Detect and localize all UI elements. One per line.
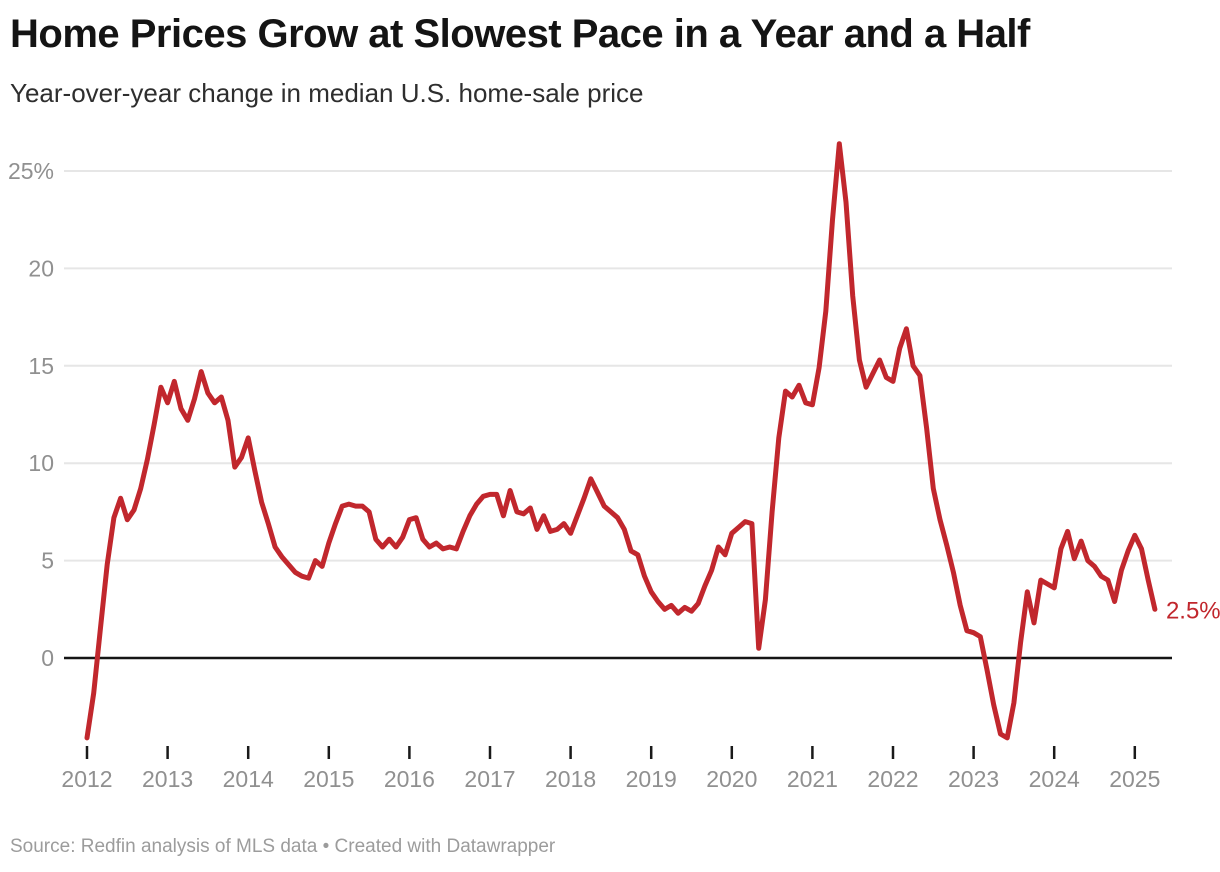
- y-axis-label: 5: [41, 548, 54, 574]
- x-axis-label: 2020: [706, 766, 757, 792]
- x-axis-label: 2018: [545, 766, 596, 792]
- y-axis-label: 25%: [8, 158, 54, 184]
- price-change-line: [84, 141, 1158, 741]
- x-axis-label: 2012: [61, 766, 112, 792]
- y-axis-label: 20: [28, 255, 54, 281]
- source-attribution: Source: Redfin analysis of MLS data • Cr…: [10, 836, 556, 857]
- latest-value-label: 2.5%: [1166, 597, 1220, 624]
- x-axis-label: 2013: [142, 766, 193, 792]
- x-axis-label: 2016: [384, 766, 435, 792]
- x-axis-label: 2022: [867, 766, 918, 792]
- x-axis-label: 2014: [223, 766, 274, 792]
- x-axis-label: 2015: [303, 766, 354, 792]
- x-axis-label: 2023: [948, 766, 999, 792]
- chart-title: Home Prices Grow at Slowest Pace in a Ye…: [10, 12, 1030, 56]
- x-axis-label: 2025: [1109, 766, 1160, 792]
- x-axis-label: 2021: [787, 766, 838, 792]
- y-axis-label: 0: [41, 645, 54, 671]
- x-axis-label: 2019: [626, 766, 677, 792]
- y-axis-label: 15: [28, 353, 54, 379]
- chart-subtitle: Year-over-year change in median U.S. hom…: [10, 78, 644, 108]
- x-axis-label: 2017: [464, 766, 515, 792]
- x-axis-label: 2024: [1029, 766, 1080, 792]
- y-axis-label: 10: [28, 450, 54, 476]
